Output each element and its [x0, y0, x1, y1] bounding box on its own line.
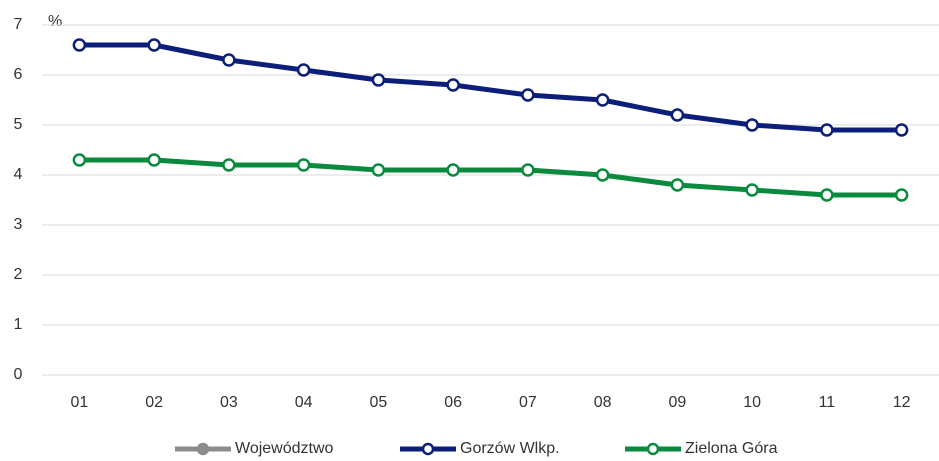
x-tick-label: 03 — [220, 394, 238, 411]
data-point — [820, 123, 834, 137]
x-tick-label: 12 — [893, 394, 911, 411]
data-point — [371, 163, 386, 177]
data-point — [894, 123, 909, 137]
x-tick-label: 09 — [668, 394, 686, 411]
legend-label: Województwo — [235, 440, 334, 457]
x-tick-label: 04 — [295, 394, 313, 411]
x-tick-label: 10 — [743, 394, 761, 411]
y-tick-label: 3 — [14, 216, 23, 233]
data-point — [296, 158, 311, 172]
data-point — [670, 108, 685, 122]
data-point — [72, 153, 87, 167]
data-point — [521, 163, 535, 177]
x-tick-label: 08 — [594, 394, 612, 411]
data-point — [222, 158, 236, 172]
data-point — [222, 53, 236, 67]
data-point — [371, 73, 386, 87]
y-tick-label: 5 — [14, 116, 23, 133]
data-point — [745, 183, 759, 197]
data-point — [147, 153, 161, 167]
y-tick-label: 6 — [14, 66, 23, 83]
x-tick-label: 07 — [519, 394, 537, 411]
x-tick-label: 06 — [444, 394, 462, 411]
data-point — [147, 38, 161, 52]
data-point — [595, 93, 610, 107]
series-line — [79, 157, 902, 198]
data-point — [670, 178, 685, 192]
data-point — [521, 88, 535, 102]
y-tick-label: 7 — [14, 16, 23, 33]
data-point — [595, 168, 610, 182]
y-tick-label: 0 — [14, 366, 23, 383]
data-point — [894, 188, 909, 202]
legend-marker — [421, 442, 435, 456]
y-tick-label: 1 — [14, 316, 23, 333]
legend-marker — [196, 442, 210, 456]
data-point — [72, 38, 87, 52]
x-tick-label: 05 — [369, 394, 387, 411]
y-tick-label: 2 — [14, 266, 23, 283]
data-point — [446, 163, 460, 177]
legend-label: Gorzów Wlkp. — [460, 440, 560, 457]
data-point — [446, 78, 460, 92]
data-point — [296, 63, 311, 77]
data-point — [745, 118, 759, 132]
x-tick-label: 02 — [145, 394, 163, 411]
x-tick-label: 01 — [70, 394, 88, 411]
legend-marker — [646, 442, 660, 456]
x-tick-label: 11 — [819, 394, 836, 411]
series-line — [79, 42, 902, 133]
y-tick-label: 4 — [14, 166, 23, 183]
legend-label: Zielona Góra — [685, 440, 778, 457]
y-axis-label: % — [48, 13, 62, 30]
data-point — [820, 188, 834, 202]
